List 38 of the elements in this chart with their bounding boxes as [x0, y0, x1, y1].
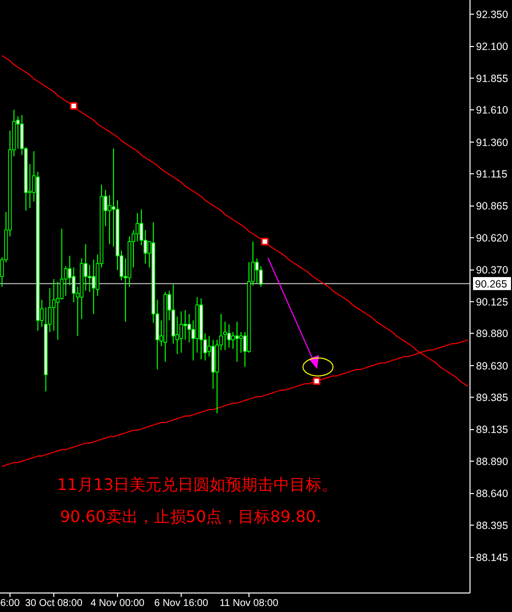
- y-tick-label: 90.370: [476, 264, 508, 277]
- y-tick-label: 89.880: [476, 328, 508, 340]
- annotation: 90.60卖出，止损50点，目标89.80.: [60, 507, 322, 526]
- candlestick: [239, 332, 243, 354]
- y-tick-label: 91.855: [476, 72, 508, 85]
- candlestick: [255, 258, 259, 284]
- x-tick-label: 11 Nov 08:00: [220, 598, 279, 609]
- point: [261, 238, 269, 246]
- candlestick: [179, 310, 184, 354]
- annotation: 11月13日美元兑日圆如预期击中目标。: [57, 475, 338, 494]
- candlestick: [92, 259, 96, 314]
- x-tick-label: 6 Nov 16:00: [154, 598, 209, 609]
- y-tick-label: 91.115: [476, 168, 508, 180]
- y-tick-label: 92.350: [476, 8, 508, 21]
- y-tick-label: 90.125: [476, 296, 508, 308]
- candlestick: [227, 324, 231, 348]
- point: [70, 102, 78, 110]
- y-tick-label: 88.395: [476, 520, 508, 532]
- y-tick-label: 90.620: [476, 232, 508, 244]
- ref-line-label: 90.265: [475, 278, 508, 290]
- y-tick-label: 91.360: [476, 136, 508, 149]
- x-tick-label: 30 Oct 08:00: [25, 598, 83, 609]
- x-tick-label: 6:00: [0, 598, 20, 609]
- candlestick: [235, 321, 239, 362]
- y-tick-label: 91.610: [476, 104, 508, 116]
- y-tick-label: 89.385: [476, 392, 508, 404]
- point: [312, 377, 320, 385]
- y-tick-label: 88.890: [476, 456, 508, 468]
- y-tick-label: 90.865: [476, 200, 508, 213]
- y-tick-label: 88.145: [476, 552, 508, 564]
- candlestick: [52, 278, 56, 332]
- y-tick-label: 89.630: [476, 360, 508, 372]
- candlestick: [183, 310, 188, 340]
- y-tick-label: 88.640: [476, 488, 508, 500]
- y-tick-label: 92.100: [476, 41, 508, 54]
- candlestick: [88, 264, 92, 292]
- y-tick-label: 89.135: [476, 424, 508, 436]
- x-tick-label: 4 Nov 00:00: [90, 598, 145, 609]
